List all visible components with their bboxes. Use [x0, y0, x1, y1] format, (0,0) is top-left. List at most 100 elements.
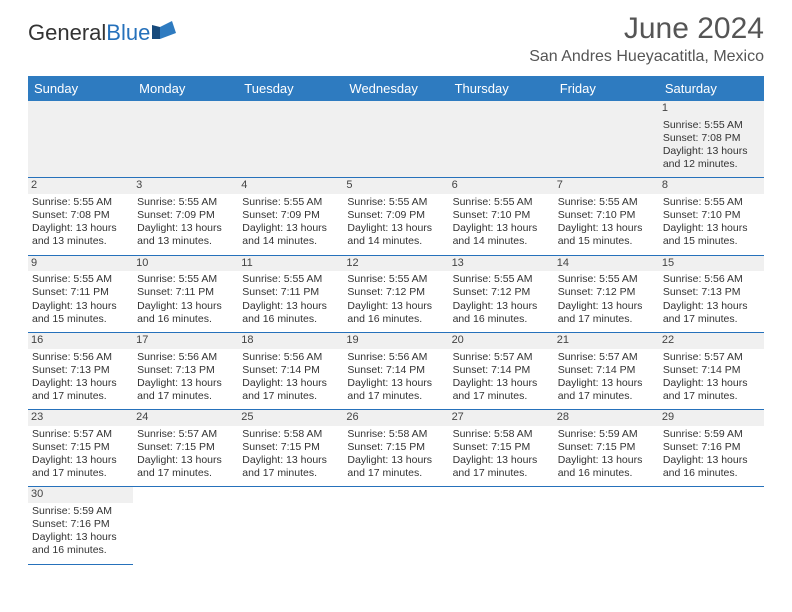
day-number: 22 — [659, 333, 764, 349]
daylight-text: Daylight: 13 hours and 17 minutes. — [558, 377, 655, 403]
logo-text-1: General — [28, 20, 106, 46]
calendar-table: SundayMondayTuesdayWednesdayThursdayFrid… — [28, 76, 764, 565]
day-number: 8 — [659, 178, 764, 194]
daylight-text: Daylight: 13 hours and 17 minutes. — [663, 300, 760, 326]
daylight-text: Daylight: 13 hours and 13 minutes. — [32, 222, 129, 248]
calendar-day: 26Sunrise: 5:58 AMSunset: 7:15 PMDayligh… — [343, 410, 448, 487]
sunrise-text: Sunrise: 5:55 AM — [453, 196, 550, 209]
day-number: 10 — [133, 256, 238, 272]
calendar-day: 14Sunrise: 5:55 AMSunset: 7:12 PMDayligh… — [554, 255, 659, 332]
day-number: 9 — [28, 256, 133, 272]
calendar-day: 28Sunrise: 5:59 AMSunset: 7:15 PMDayligh… — [554, 410, 659, 487]
day-number: 13 — [449, 256, 554, 272]
sunset-text: Sunset: 7:15 PM — [242, 441, 339, 454]
sunset-text: Sunset: 7:14 PM — [242, 364, 339, 377]
calendar-day: 15Sunrise: 5:56 AMSunset: 7:13 PMDayligh… — [659, 255, 764, 332]
sunrise-text: Sunrise: 5:58 AM — [453, 428, 550, 441]
sunset-text: Sunset: 7:09 PM — [137, 209, 234, 222]
day-number: 5 — [343, 178, 448, 194]
location: San Andres Hueyacatitla, Mexico — [529, 48, 764, 66]
calendar-day: 23Sunrise: 5:57 AMSunset: 7:15 PMDayligh… — [28, 410, 133, 487]
sunrise-text: Sunrise: 5:55 AM — [32, 273, 129, 286]
daylight-text: Daylight: 13 hours and 16 minutes. — [347, 300, 444, 326]
day-number: 30 — [28, 487, 133, 503]
sunset-text: Sunset: 7:11 PM — [32, 286, 129, 299]
daylight-text: Daylight: 13 hours and 17 minutes. — [137, 454, 234, 480]
calendar-row: 9Sunrise: 5:55 AMSunset: 7:11 PMDaylight… — [28, 255, 764, 332]
sunset-text: Sunset: 7:08 PM — [32, 209, 129, 222]
daylight-text: Daylight: 13 hours and 17 minutes. — [137, 377, 234, 403]
weekday-header: Friday — [554, 76, 659, 101]
sunset-text: Sunset: 7:15 PM — [453, 441, 550, 454]
daylight-text: Daylight: 13 hours and 17 minutes. — [32, 377, 129, 403]
sunrise-text: Sunrise: 5:57 AM — [32, 428, 129, 441]
sunrise-text: Sunrise: 5:55 AM — [242, 273, 339, 286]
daylight-text: Daylight: 13 hours and 15 minutes. — [663, 222, 760, 248]
calendar-day: 21Sunrise: 5:57 AMSunset: 7:14 PMDayligh… — [554, 332, 659, 409]
day-number: 6 — [449, 178, 554, 194]
sunrise-text: Sunrise: 5:57 AM — [558, 351, 655, 364]
daylight-text: Daylight: 13 hours and 16 minutes. — [242, 300, 339, 326]
sunrise-text: Sunrise: 5:56 AM — [347, 351, 444, 364]
sunrise-text: Sunrise: 5:55 AM — [558, 196, 655, 209]
sunset-text: Sunset: 7:08 PM — [663, 132, 760, 145]
logo-text-2: Blue — [106, 20, 150, 46]
daylight-text: Daylight: 13 hours and 17 minutes. — [347, 454, 444, 480]
day-number: 29 — [659, 410, 764, 426]
sunset-text: Sunset: 7:16 PM — [663, 441, 760, 454]
sunset-text: Sunset: 7:11 PM — [137, 286, 234, 299]
calendar-day: 7Sunrise: 5:55 AMSunset: 7:10 PMDaylight… — [554, 178, 659, 255]
sunset-text: Sunset: 7:15 PM — [32, 441, 129, 454]
logo: GeneralBlue — [28, 20, 180, 46]
calendar-day: 2Sunrise: 5:55 AMSunset: 7:08 PMDaylight… — [28, 178, 133, 255]
daylight-text: Daylight: 13 hours and 16 minutes. — [453, 300, 550, 326]
sunrise-text: Sunrise: 5:55 AM — [347, 196, 444, 209]
calendar-day: 24Sunrise: 5:57 AMSunset: 7:15 PMDayligh… — [133, 410, 238, 487]
sunset-text: Sunset: 7:13 PM — [32, 364, 129, 377]
daylight-text: Daylight: 13 hours and 17 minutes. — [32, 454, 129, 480]
sunset-text: Sunset: 7:14 PM — [453, 364, 550, 377]
sunset-text: Sunset: 7:16 PM — [32, 518, 129, 531]
day-number: 11 — [238, 256, 343, 272]
calendar-day: 27Sunrise: 5:58 AMSunset: 7:15 PMDayligh… — [449, 410, 554, 487]
calendar-day: 12Sunrise: 5:55 AMSunset: 7:12 PMDayligh… — [343, 255, 448, 332]
sunrise-text: Sunrise: 5:58 AM — [242, 428, 339, 441]
calendar-day-empty — [238, 487, 343, 564]
sunset-text: Sunset: 7:10 PM — [558, 209, 655, 222]
sunrise-text: Sunrise: 5:55 AM — [663, 196, 760, 209]
calendar-day: 8Sunrise: 5:55 AMSunset: 7:10 PMDaylight… — [659, 178, 764, 255]
calendar-day: 19Sunrise: 5:56 AMSunset: 7:14 PMDayligh… — [343, 332, 448, 409]
sunset-text: Sunset: 7:15 PM — [347, 441, 444, 454]
calendar-day-empty — [238, 101, 343, 178]
sunset-text: Sunset: 7:15 PM — [558, 441, 655, 454]
daylight-text: Daylight: 13 hours and 16 minutes. — [137, 300, 234, 326]
calendar-day: 1Sunrise: 5:55 AMSunset: 7:08 PMDaylight… — [659, 101, 764, 178]
sunrise-text: Sunrise: 5:58 AM — [347, 428, 444, 441]
daylight-text: Daylight: 13 hours and 14 minutes. — [242, 222, 339, 248]
sunset-text: Sunset: 7:15 PM — [137, 441, 234, 454]
sunset-text: Sunset: 7:14 PM — [347, 364, 444, 377]
sunrise-text: Sunrise: 5:55 AM — [137, 196, 234, 209]
calendar-day: 4Sunrise: 5:55 AMSunset: 7:09 PMDaylight… — [238, 178, 343, 255]
sunrise-text: Sunrise: 5:57 AM — [663, 351, 760, 364]
calendar-day-empty — [449, 487, 554, 564]
calendar-row: 30Sunrise: 5:59 AMSunset: 7:16 PMDayligh… — [28, 487, 764, 564]
calendar-day-empty — [554, 487, 659, 564]
daylight-text: Daylight: 13 hours and 16 minutes. — [558, 454, 655, 480]
sunset-text: Sunset: 7:14 PM — [663, 364, 760, 377]
calendar-day: 6Sunrise: 5:55 AMSunset: 7:10 PMDaylight… — [449, 178, 554, 255]
calendar-day: 20Sunrise: 5:57 AMSunset: 7:14 PMDayligh… — [449, 332, 554, 409]
day-number: 3 — [133, 178, 238, 194]
sunrise-text: Sunrise: 5:55 AM — [137, 273, 234, 286]
sunset-text: Sunset: 7:12 PM — [453, 286, 550, 299]
sunset-text: Sunset: 7:13 PM — [137, 364, 234, 377]
calendar-day: 25Sunrise: 5:58 AMSunset: 7:15 PMDayligh… — [238, 410, 343, 487]
sunset-text: Sunset: 7:12 PM — [558, 286, 655, 299]
calendar-day-empty — [133, 101, 238, 178]
calendar-day: 29Sunrise: 5:59 AMSunset: 7:16 PMDayligh… — [659, 410, 764, 487]
daylight-text: Daylight: 13 hours and 15 minutes. — [558, 222, 655, 248]
sunrise-text: Sunrise: 5:56 AM — [242, 351, 339, 364]
day-number: 18 — [238, 333, 343, 349]
sunset-text: Sunset: 7:12 PM — [347, 286, 444, 299]
day-number: 28 — [554, 410, 659, 426]
